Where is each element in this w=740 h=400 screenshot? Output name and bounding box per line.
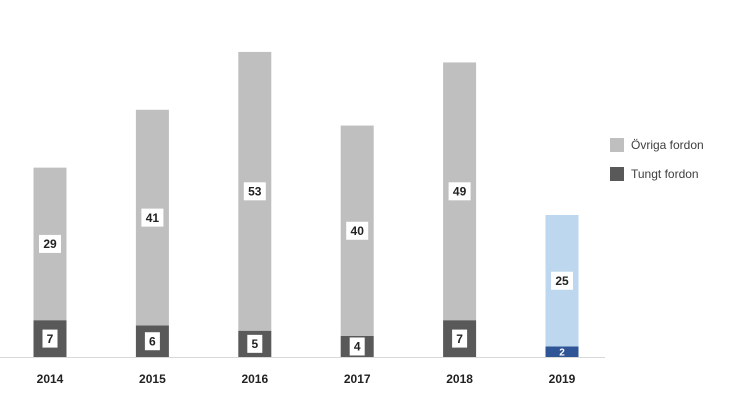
data-label: 2 — [559, 347, 565, 358]
data-label-box — [243, 182, 266, 201]
data-label-box — [141, 208, 164, 227]
data-label: 6 — [149, 334, 156, 348]
legend-swatch — [610, 138, 624, 152]
data-label-box — [346, 221, 369, 240]
x-tick-label: 2014 — [37, 372, 64, 386]
data-label-box — [42, 329, 58, 348]
data-label: 7 — [456, 332, 463, 346]
data-label-box — [452, 329, 468, 348]
bar-segment — [545, 346, 579, 357]
data-label: 5 — [251, 337, 258, 351]
x-tick-label: 2015 — [139, 372, 166, 386]
data-label-box — [448, 182, 471, 201]
data-label: 7 — [47, 332, 54, 346]
legend-label: Övriga fordon — [631, 138, 704, 152]
data-label-box — [247, 334, 263, 353]
x-tick-label: 2016 — [241, 372, 268, 386]
data-label: 4 — [354, 340, 361, 354]
data-label-box — [39, 234, 61, 253]
data-label: 40 — [351, 224, 365, 238]
data-label: 41 — [146, 211, 160, 225]
data-label: 53 — [248, 184, 262, 198]
data-label: 29 — [43, 237, 57, 251]
legend-swatch — [610, 167, 624, 181]
x-tick-label: 2018 — [446, 372, 473, 386]
data-label: 49 — [453, 184, 467, 198]
data-label: 25 — [555, 274, 569, 288]
data-label-box — [144, 332, 160, 351]
legend-label: Tungt fordon — [631, 167, 699, 181]
data-label-box — [551, 271, 573, 290]
x-tick-label: 2019 — [549, 372, 576, 386]
x-tick-label: 2017 — [344, 372, 371, 386]
data-label-box — [349, 337, 365, 356]
